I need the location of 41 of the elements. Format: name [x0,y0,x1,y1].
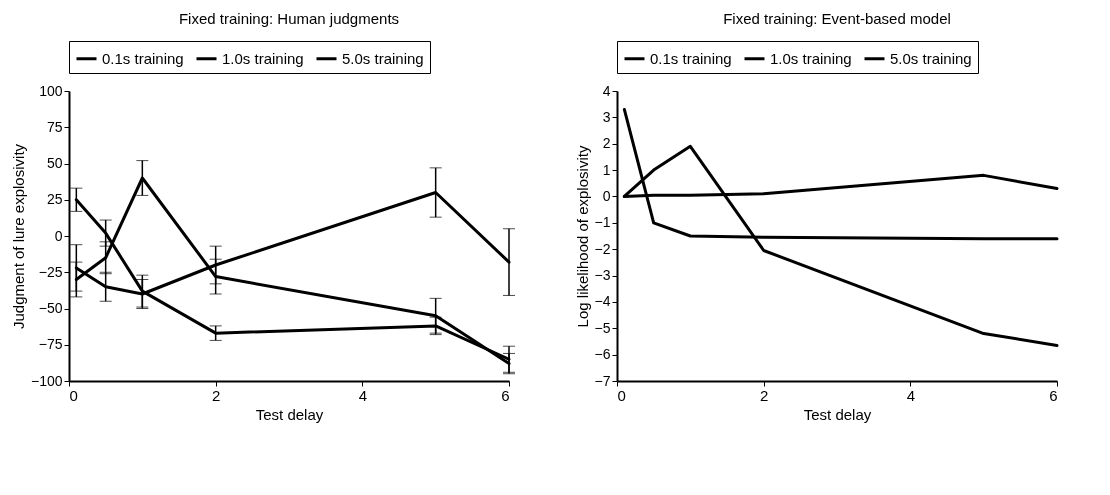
x-axis-title: Test delay [803,405,872,423]
y-tick-label: 3 [602,108,611,125]
chart-title: Fixed training: Event-based model [723,9,951,27]
y-tick-label: −75 [38,336,63,353]
y-tick-label: −6 [594,346,611,363]
y-tick-label: 4 [602,82,611,99]
y-axis-title: Log likelihood of explosivity [573,145,591,328]
y-tick-label: 100 [39,82,63,99]
y-tick-label: −7 [594,372,611,389]
legend-label: 5.0s training [890,49,972,67]
legend-label: 5.0s training [342,49,424,67]
x-tick-label: 4 [906,386,916,404]
y-tick-label: 0 [54,227,63,244]
y-tick-label: 25 [46,191,63,208]
legend-label: 0.1s training [650,49,732,67]
y-tick-label: −3 [594,267,611,284]
y-tick-label: −1 [594,214,611,231]
x-tick-label: 6 [1049,386,1058,404]
x-axis-title: Test delay [255,405,324,423]
x-tick-label: 0 [617,386,626,404]
legend-label: 1.0s training [222,49,304,67]
y-tick-label: −25 [38,263,63,280]
y-axis-title: Judgment of lure explosivity [9,143,27,330]
y-tick-label: 50 [46,155,63,171]
x-tick-label: 2 [211,386,221,404]
x-tick-label: 6 [501,386,510,404]
y-tick-label: 1 [602,161,611,178]
y-tick-label: 75 [46,118,63,135]
x-tick-label: 4 [358,386,368,404]
y-tick-label: 2 [602,135,611,152]
y-tick-label: −5 [594,319,611,336]
chart-title: Fixed training: Human judgments [178,9,400,27]
x-tick-label: 0 [69,386,78,404]
legend-label: 1.0s training [770,49,852,67]
y-tick-label: −100 [30,372,63,389]
y-tick-label: −2 [594,240,611,257]
x-tick-label: 2 [759,386,769,404]
legend-label: 0.1s training [102,49,184,67]
y-tick-label: 0 [602,187,611,204]
y-tick-label: −50 [38,300,63,316]
y-tick-label: −4 [594,293,611,310]
